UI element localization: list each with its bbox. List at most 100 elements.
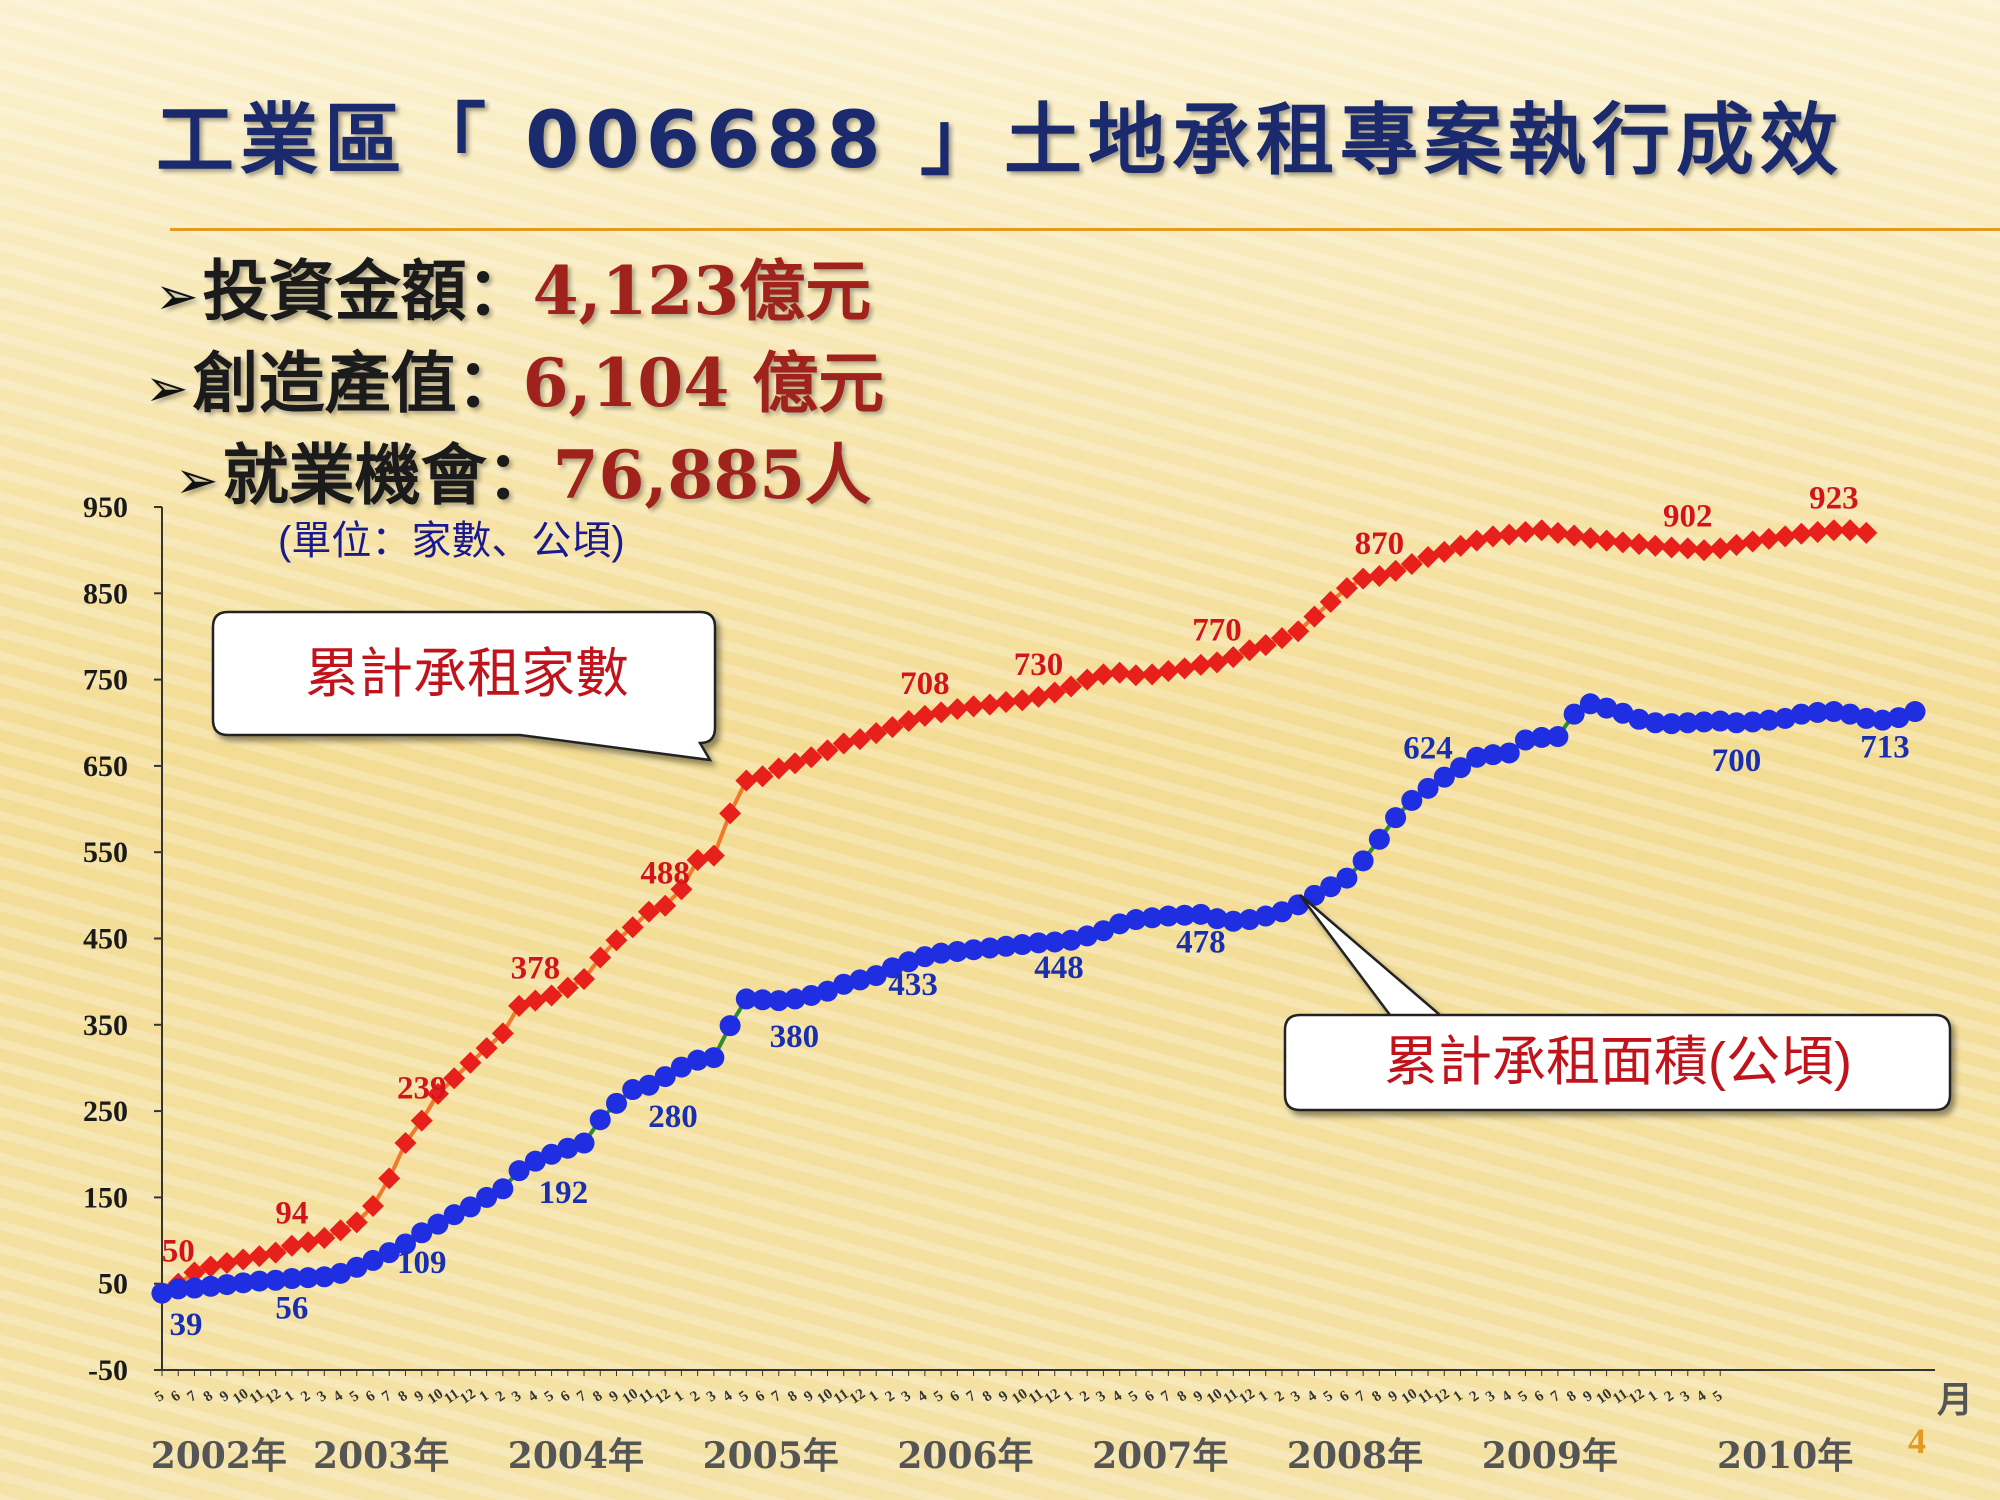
area-data-label: 713: [1860, 730, 1910, 766]
area-data-label: 280: [648, 1099, 698, 1135]
callout-area-text: 累計承租面積(公頃): [1384, 1032, 1852, 1092]
area-point: [1109, 913, 1131, 935]
x-month-tick-label: 4: [331, 1388, 347, 1406]
count-point: [1043, 681, 1066, 704]
x-month-tick-label: 1: [282, 1388, 297, 1405]
count-point: [1303, 605, 1326, 628]
x-month-tick-label: 4: [1110, 1388, 1126, 1406]
count-point: [1757, 527, 1780, 550]
count-data-label: 239: [397, 1071, 447, 1107]
area-point: [1239, 909, 1261, 931]
area-point: [1531, 726, 1553, 748]
x-year-tick-label: 2005年: [703, 1435, 839, 1477]
series-markers: [151, 519, 1926, 1305]
x-year-tick-label: 2009年: [1482, 1435, 1618, 1477]
count-data-label: 730: [1014, 647, 1064, 683]
area-point: [1255, 905, 1277, 927]
x-month-tick-label: 9: [1191, 1388, 1206, 1405]
y-tick-label: 350: [83, 1009, 128, 1042]
area-point: [605, 1092, 627, 1114]
x-month-tick-label: 2: [688, 1388, 703, 1405]
x-month-tick-label: 8: [1564, 1388, 1579, 1405]
area-data-label: 39: [170, 1307, 203, 1343]
count-point: [589, 946, 612, 969]
area-point: [1709, 710, 1731, 732]
area-point: [281, 1268, 303, 1290]
area-point: [1044, 931, 1066, 953]
x-month-tick-label: 3: [509, 1388, 524, 1405]
x-month-tick-label: 2: [1077, 1388, 1092, 1405]
count-point: [1108, 661, 1131, 684]
area-data-label: 448: [1034, 950, 1084, 986]
x-month-tick-label: 8: [785, 1388, 800, 1405]
area-point: [1872, 709, 1894, 731]
area-point: [492, 1178, 514, 1200]
y-tick-label: 250: [83, 1095, 128, 1128]
area-point: [752, 989, 774, 1011]
count-point: [1352, 567, 1375, 590]
x-month-tick-label: 1: [477, 1388, 492, 1405]
area-point: [1839, 703, 1861, 725]
area-point: [411, 1222, 433, 1244]
area-point: [1011, 934, 1033, 956]
area-point: [768, 990, 790, 1012]
count-point: [1287, 620, 1310, 643]
area-point: [476, 1186, 498, 1208]
stat-investment-value: 4,123億元: [532, 252, 872, 330]
count-point: [962, 695, 985, 718]
count-data-label: 902: [1663, 498, 1713, 534]
x-month-tick-label: 6: [1532, 1388, 1548, 1406]
y-tick-label: 150: [83, 1181, 128, 1214]
data-labels: 50 94 239 378 488 708 730 770 870 902 923 39 56 109 19…: [162, 480, 1910, 1343]
count-point: [1335, 577, 1358, 600]
callout-area: 累計承租面積(公頃): [1283, 894, 1952, 1112]
arrow-bullet-icon: ➢: [155, 267, 199, 327]
x-month-tick-label: 9: [1386, 1388, 1401, 1405]
area-point: [654, 1066, 676, 1088]
area-point: [1888, 707, 1910, 729]
y-tick-label: 550: [83, 836, 128, 869]
area-point: [1904, 701, 1926, 723]
area-point: [508, 1160, 530, 1182]
count-point: [702, 844, 725, 867]
x-month-tick-label: 6: [947, 1388, 963, 1406]
area-point: [1157, 905, 1179, 927]
x-month-tick-label: 7: [1353, 1388, 1369, 1406]
y-tick-label: 850: [83, 577, 128, 610]
count-point: [378, 1167, 401, 1190]
area-point: [719, 1015, 741, 1037]
area-point: [979, 937, 1001, 959]
count-point: [1238, 639, 1261, 662]
count-point: [1530, 519, 1553, 542]
area-point: [1174, 904, 1196, 926]
area-point: [1206, 908, 1228, 930]
count-point: [1206, 651, 1229, 674]
x-month-tick-label: 9: [1580, 1388, 1595, 1405]
x-month-tick-label: 2: [1467, 1388, 1482, 1405]
count-point: [1546, 521, 1569, 544]
count-point: [556, 976, 579, 999]
count-point: [345, 1211, 368, 1234]
x-month-tick-label: 12: [457, 1386, 478, 1408]
area-point: [313, 1266, 335, 1288]
area-point: [622, 1079, 644, 1101]
area-point: [849, 969, 871, 991]
area-point: [330, 1262, 352, 1284]
x-year-tick-label: 2006年: [897, 1435, 1033, 1477]
count-point: [426, 1082, 449, 1105]
area-point: [394, 1233, 416, 1255]
count-point: [1157, 659, 1180, 682]
x-month-tick-label: 2: [493, 1388, 508, 1405]
x-year-tick-label: 2004年: [508, 1435, 644, 1477]
area-point: [459, 1196, 481, 1218]
area-point: [573, 1132, 595, 1154]
area-point: [1060, 929, 1082, 951]
area-point: [1661, 713, 1683, 735]
count-point: [280, 1234, 303, 1257]
x-month-tick-label: 3: [1678, 1388, 1693, 1405]
count-point: [508, 994, 531, 1017]
count-point: [881, 716, 904, 739]
count-point: [1270, 627, 1293, 650]
count-point: [735, 769, 758, 792]
